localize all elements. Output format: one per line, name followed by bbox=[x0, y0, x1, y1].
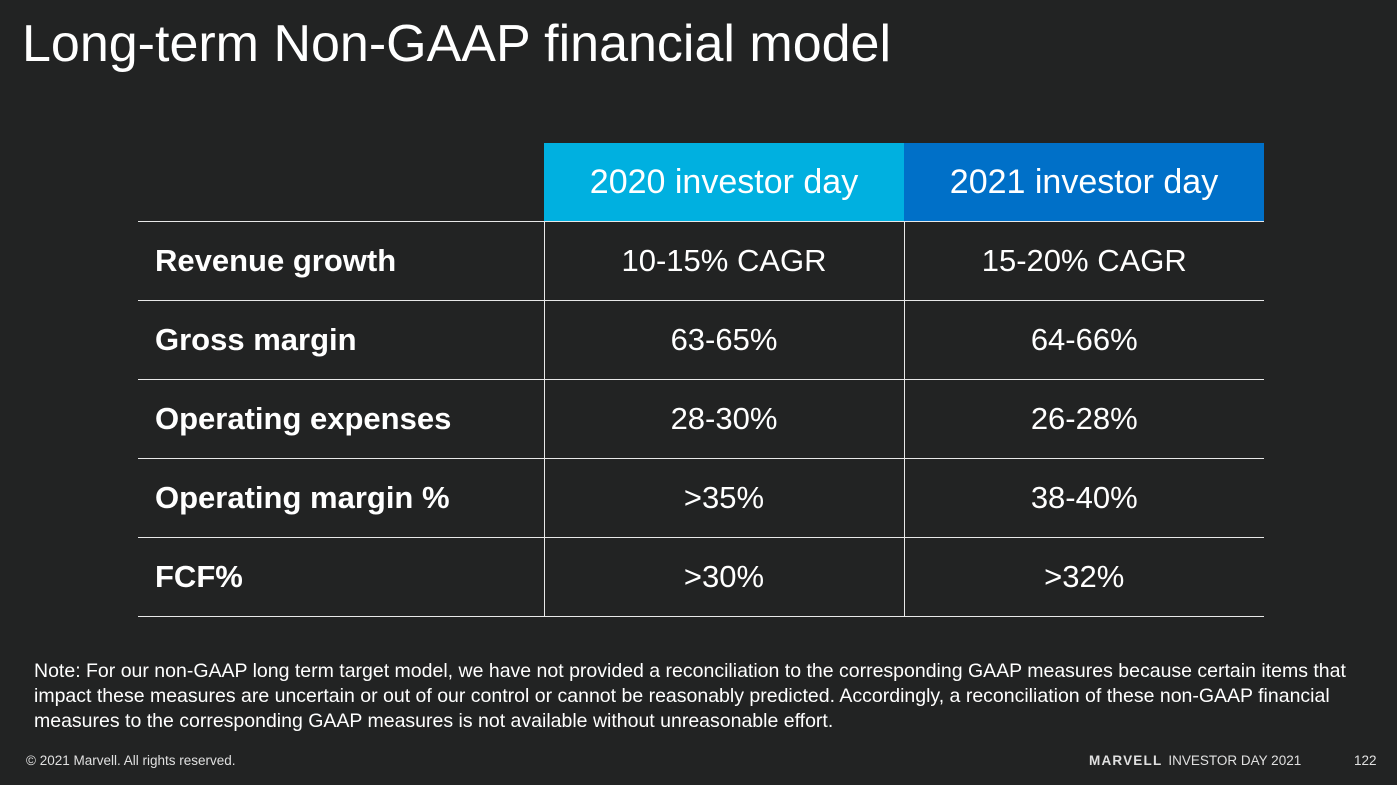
table-row: FCF% >30% >32% bbox=[138, 537, 1264, 617]
financial-model-table: 2020 investor day 2021 investor day Reve… bbox=[138, 143, 1264, 617]
value-2021: 38-40% bbox=[903, 458, 1264, 538]
table-row: Operating margin % >35% 38-40% bbox=[138, 458, 1264, 538]
table-row: Operating expenses 28-30% 26-28% bbox=[138, 379, 1264, 459]
event-name: INVESTOR DAY 2021 bbox=[1168, 753, 1302, 768]
header-blank-cell bbox=[138, 143, 544, 222]
footer-brand: MARVELL INVESTOR DAY 2021 bbox=[1089, 753, 1301, 768]
table-header-row: 2020 investor day 2021 investor day bbox=[138, 143, 1264, 222]
slide-title: Long-term Non-GAAP financial model bbox=[22, 15, 892, 73]
value-2020: >30% bbox=[543, 537, 904, 617]
metric-label: Gross margin bbox=[138, 300, 544, 380]
metric-label: Operating expenses bbox=[138, 379, 544, 459]
header-2020-investor-day: 2020 investor day bbox=[544, 143, 904, 222]
value-2020: 28-30% bbox=[543, 379, 904, 459]
footnote: Note: For our non-GAAP long term target … bbox=[34, 660, 1346, 732]
metric-label: Operating margin % bbox=[138, 458, 544, 538]
value-2020: >35% bbox=[543, 458, 904, 538]
copyright-notice: © 2021 Marvell. All rights reserved. bbox=[26, 753, 236, 768]
page-number: 122 bbox=[1354, 753, 1377, 768]
metric-label: FCF% bbox=[138, 537, 544, 617]
brand-wordmark: MARVELL bbox=[1089, 753, 1163, 768]
value-2021: 64-66% bbox=[903, 300, 1264, 380]
metric-label: Revenue growth bbox=[138, 221, 544, 301]
value-2021: 26-28% bbox=[903, 379, 1264, 459]
value-2021: >32% bbox=[903, 537, 1264, 617]
table-row: Gross margin 63-65% 64-66% bbox=[138, 300, 1264, 380]
value-2020: 10-15% CAGR bbox=[543, 221, 904, 301]
value-2021: 15-20% CAGR bbox=[903, 221, 1264, 301]
table-row: Revenue growth 10-15% CAGR 15-20% CAGR bbox=[138, 221, 1264, 301]
value-2020: 63-65% bbox=[543, 300, 904, 380]
header-2021-investor-day: 2021 investor day bbox=[904, 143, 1264, 222]
